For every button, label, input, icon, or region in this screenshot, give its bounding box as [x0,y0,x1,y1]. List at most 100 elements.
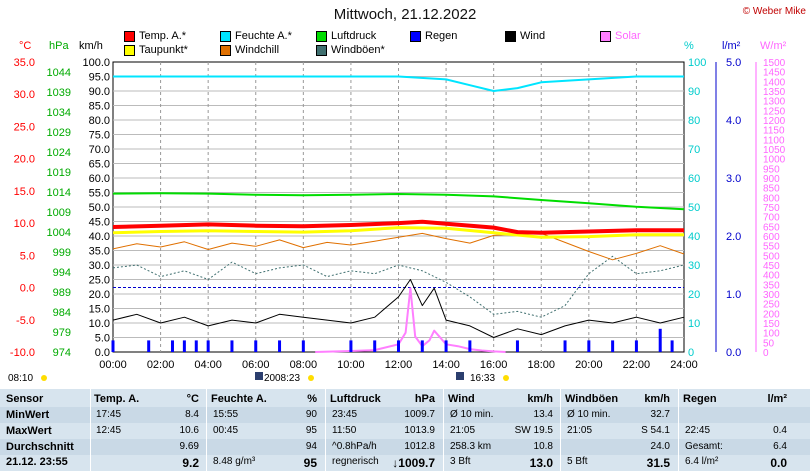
wind-label: Ø 10 min. [450,409,494,420]
y-tick-label-humidity: 60 [688,173,700,185]
humidity-unit: % [307,393,317,405]
pressure-unit: hPa [414,393,435,405]
stat-column-separator [443,389,444,471]
temp-header: Temp. A. [94,393,140,405]
legend-item: Wind [505,30,545,42]
series-line-feuchte-a- [113,75,684,92]
y-tick-label-wind: 0.0 [95,347,110,359]
rain-bar [206,340,210,352]
rain-bar [634,340,638,352]
gust-label: 21:05 [567,425,593,436]
chart-svg: 0.0 5.0 10.0 15.0 20.0 25.0 30.0 35.0 40.0 45.0 50… [8,57,786,384]
rain-bar [349,340,353,352]
y-tick-label-solar: 1100 [763,135,785,146]
y-tick-label-humidity: 20 [688,289,700,301]
gust-direction: S 54.1 [641,425,670,436]
rain-time: 6.4 l/m² [685,456,719,467]
y-tick-label-solar: 300 [763,290,780,301]
chart-title: Mittwoch, 21.12.2022 [333,6,477,23]
rain-value: 0.0 [770,456,787,470]
legend-item: Windchill [220,44,279,56]
y-tick-label-solar: 0 [763,348,769,359]
y-tick-label-pressure: 1029 [47,127,71,139]
rain-bar [563,340,567,352]
temp-time: 17:45 [96,409,122,420]
y-tick-label-solar: 100 [763,329,780,340]
rain-bar [254,340,258,352]
sun-time-label: 16:33 [470,373,495,384]
y-tick-label-wind: 50.0 [89,202,110,214]
y-tick-label-pressure: 994 [53,267,71,279]
rain-bar [515,340,519,352]
temp-value: 10.6 [179,425,199,436]
y-tick-label-pressure: 989 [53,287,71,299]
y-tick-label-temp: 35.0 [14,57,35,69]
legend-item: Solar [600,30,641,42]
legend-swatch [220,44,231,56]
y-tick-label-pressure: 1039 [47,87,71,99]
temp-unit-label: °C [19,40,32,52]
y-tick-label-wind: 75.0 [89,130,110,142]
rain-bar [373,340,377,352]
humidity-value: 94 [305,441,317,452]
y-tick-label-solar: 1400 [763,77,786,88]
y-tick-label-rain: 2.0 [726,231,741,243]
rain-bar [658,328,662,352]
wind-unit: km/h [527,393,553,405]
y-tick-label-wind: 35.0 [89,246,110,258]
series-line-solar [315,287,506,353]
wind-header: Wind [448,393,475,405]
rain-bar [301,340,305,352]
y-tick-label-wind: 55.0 [89,188,110,200]
rain-bar [611,340,615,352]
x-tick-label: 04:00 [194,359,222,371]
y-tick-label-solar: 200 [763,309,780,320]
y-tick-label-solar: 50 [763,338,775,349]
legend-item: Windböen* [316,44,385,56]
stat-column-separator [325,389,326,471]
wind-label: 21:05 [450,425,476,436]
x-tick-label: 10:00 [337,359,365,371]
sun-icon [308,375,314,381]
x-tick-label: 08:00 [290,359,318,371]
stat-row-background [0,407,810,423]
stat-column-separator [560,389,561,471]
y-tick-label-temp: 0.0 [20,283,35,295]
wind-value: 10.8 [533,441,553,452]
series-line-luftdruck [112,192,685,211]
rain-time: Gesamt: [685,441,723,452]
legend-swatch [124,44,135,56]
x-tick-label: 02:00 [147,359,175,371]
rain-header: Regen [683,393,717,405]
y-tick-label-wind: 100.0 [82,57,110,69]
y-tick-label-solar: 750 [763,203,780,214]
sun-time-label: 08:10 [8,373,33,384]
humidity-value: 95 [303,456,317,470]
y-tick-label-solar: 400 [763,271,780,282]
y-tick-label-temp: 25.0 [14,121,35,133]
legend-label: Taupunkt* [139,44,188,56]
wind-unit-label: km/h [79,40,103,52]
moon-icon [255,372,263,380]
y-tick-label-solar: 800 [763,193,780,204]
y-tick-label-solar: 250 [763,300,780,311]
y-tick-label-wind: 15.0 [89,304,110,316]
pressure-value: ↓1009.7 [392,456,435,470]
y-tick-label-humidity: 100 [688,57,706,69]
gust-value: 32.7 [650,409,670,420]
sun-icon [503,375,509,381]
y-tick-label-wind: 45.0 [89,217,110,229]
y-tick-label-rain: 0.0 [726,347,741,359]
legend-label: Temp. A.* [139,30,187,42]
legend-label: Feuchte A.* [235,30,292,42]
rain-value: 6.4 [773,441,787,452]
humidity-time: 00:45 [213,425,239,436]
legend-swatch [124,30,135,42]
rain-bar [468,340,472,352]
rain-bar [170,340,174,352]
legend-swatch [505,30,516,42]
gust-label: 5 Bft [567,456,588,467]
y-tick-label-pressure: 1004 [47,227,71,239]
y-tick-label-solar: 150 [763,319,780,330]
x-tick-label: 18:00 [527,359,555,371]
